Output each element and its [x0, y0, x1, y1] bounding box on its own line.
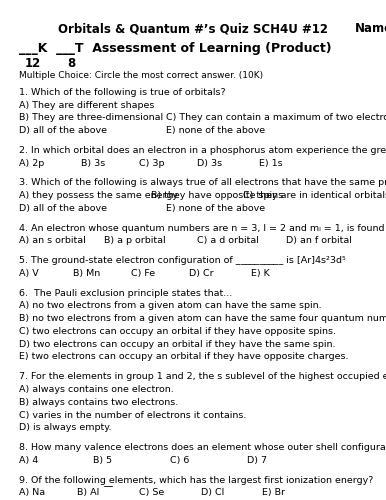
Text: C) varies in the number of electrons it contains.: C) varies in the number of electrons it …: [19, 410, 247, 420]
Text: D) is always empty.: D) is always empty.: [19, 424, 112, 432]
Text: D) 3s: D) 3s: [197, 158, 222, 168]
Text: D) Cr: D) Cr: [189, 269, 214, 278]
Text: D) two electrons can occupy an orbital if they have the same spin.: D) two electrons can occupy an orbital i…: [19, 340, 336, 348]
Text: D) all of the above: D) all of the above: [19, 126, 107, 135]
Text: 4. An electron whose quantum numbers are n = 3, l = 2 and mₗ = 1, is found in: 4. An electron whose quantum numbers are…: [19, 224, 386, 232]
Text: 8: 8: [68, 57, 76, 70]
Text: B) they have opposite spins: B) they have opposite spins: [151, 191, 283, 200]
Text: A) 2p: A) 2p: [19, 158, 44, 168]
Text: C) two electrons can occupy an orbital if they have opposite spins.: C) two electrons can occupy an orbital i…: [19, 327, 336, 336]
Text: E) 1s: E) 1s: [259, 158, 282, 168]
Text: ___K  ___T  Assessment of Learning (Product): ___K ___T Assessment of Learning (Produc…: [19, 42, 332, 55]
Text: A) they possess the same energy: A) they possess the same energy: [19, 191, 178, 200]
Text: 2. In which orbital does an electron in a phosphorus atom experience the greates: 2. In which orbital does an electron in …: [19, 146, 386, 155]
Text: E) two electrons can occupy an orbital if they have opposite charges.: E) two electrons can occupy an orbital i…: [19, 352, 349, 362]
Text: B) no two electrons from a given atom can have the same four quantum numbers.: B) no two electrons from a given atom ca…: [19, 314, 386, 323]
Text: A) V: A) V: [19, 269, 39, 278]
Text: B) Al: B) Al: [77, 488, 100, 498]
Text: 3. Which of the following is always true of all electrons that have the same pri: 3. Which of the following is always true…: [19, 178, 386, 188]
Text: E) K: E) K: [251, 269, 270, 278]
Text: E) none of the above: E) none of the above: [166, 126, 265, 135]
Text: E) Br: E) Br: [262, 488, 286, 498]
Text: E) none of the above: E) none of the above: [166, 204, 265, 213]
Text: B) 3s: B) 3s: [81, 158, 105, 168]
Text: 5. The ground-state electron configuration of __________ is [Ar]4s²3d⁵: 5. The ground-state electron configurati…: [19, 256, 346, 265]
Text: 7. For the elements in group 1 and 2, the s sublevel of the highest occupied ene: 7. For the elements in group 1 and 2, th…: [19, 372, 386, 381]
Text: 1. Which of the following is true of orbitals?: 1. Which of the following is true of orb…: [19, 88, 226, 97]
Text: 9. Of the following elements, which has the largest first ionization energy?: 9. Of the following elements, which has …: [19, 476, 374, 484]
Text: 8. How many valence electrons does an element whose outer shell configuration is: 8. How many valence electrons does an el…: [19, 443, 386, 452]
Text: A) no two electrons from a given atom can have the same spin.: A) no two electrons from a given atom ca…: [19, 302, 322, 310]
Text: 6.  The Pauli exclusion principle states that...: 6. The Pauli exclusion principle states …: [19, 288, 232, 298]
Text: Orbitals & Quantum #’s Quiz SCH4U #12: Orbitals & Quantum #’s Quiz SCH4U #12: [58, 22, 328, 36]
Text: B) They are three-dimensional: B) They are three-dimensional: [19, 114, 163, 122]
Text: Multiple Choice: Circle the most correct answer. (10K): Multiple Choice: Circle the most correct…: [19, 71, 263, 80]
Text: 12: 12: [25, 57, 41, 70]
Text: B) a p orbital: B) a p orbital: [104, 236, 166, 246]
Text: B) Mn: B) Mn: [73, 269, 101, 278]
Text: D) 7: D) 7: [247, 456, 267, 465]
Text: A) an s orbital: A) an s orbital: [19, 236, 86, 246]
Text: A) 4: A) 4: [19, 456, 39, 465]
Text: C) 6: C) 6: [170, 456, 189, 465]
Text: A) always contains one electron.: A) always contains one electron.: [19, 385, 174, 394]
Text: C) a d orbital: C) a d orbital: [197, 236, 259, 246]
Text: D) all of the above: D) all of the above: [19, 204, 107, 213]
Text: C) Se: C) Se: [139, 488, 164, 498]
Text: A) Na: A) Na: [19, 488, 46, 498]
Text: C) 3p: C) 3p: [139, 158, 164, 168]
Text: D) Cl: D) Cl: [201, 488, 224, 498]
Text: B) 5: B) 5: [93, 456, 112, 465]
Text: B) always contains two electrons.: B) always contains two electrons.: [19, 398, 179, 407]
Text: A) They are different shapes: A) They are different shapes: [19, 100, 155, 110]
Text: D) an f orbital: D) an f orbital: [286, 236, 352, 246]
Text: C) They can contain a maximum of two electrons: C) They can contain a maximum of two ele…: [166, 114, 386, 122]
Text: Name:: Name:: [355, 22, 386, 36]
Text: C) Fe: C) Fe: [131, 269, 155, 278]
Text: C) they are in identical orbitals: C) they are in identical orbitals: [243, 191, 386, 200]
